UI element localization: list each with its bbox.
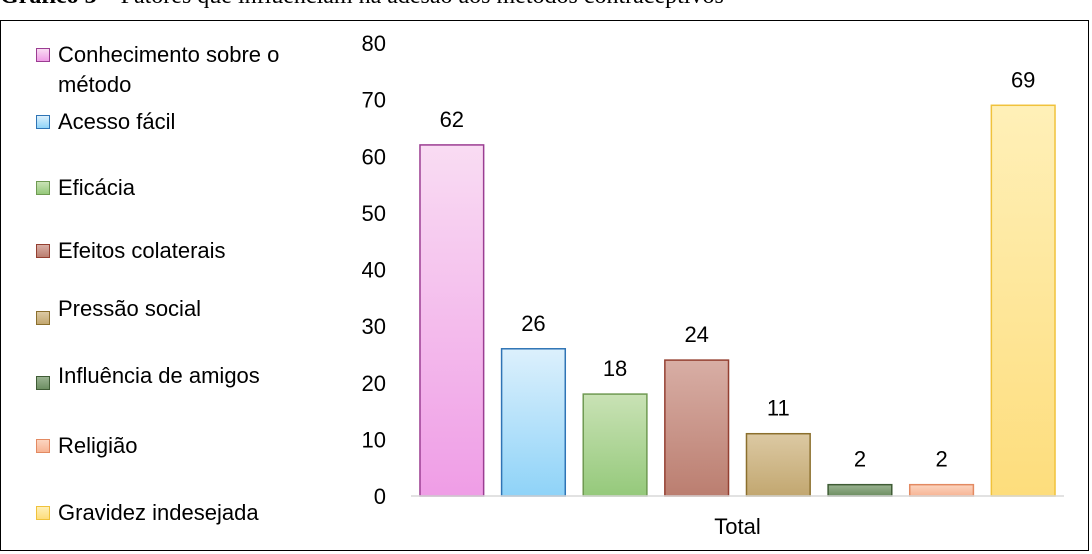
data-label: 69	[1011, 67, 1035, 92]
bars	[419, 104, 1056, 497]
figure-label: Gráfico 3	[0, 0, 97, 9]
data-label: 11	[767, 396, 790, 421]
y-tick-label: 10	[362, 427, 386, 452]
y-tick-label: 70	[362, 88, 386, 113]
legend-swatch	[36, 244, 50, 258]
chart-frame	[0, 20, 1089, 551]
category-label: Total	[714, 514, 760, 539]
legend-label: Pressão social	[58, 296, 202, 321]
data-label: 26	[521, 311, 545, 336]
legend-swatch	[36, 439, 50, 453]
y-tick-label: 60	[362, 144, 386, 169]
data-label: 2	[935, 447, 947, 472]
data-label: 62	[440, 107, 464, 132]
y-tick-label: 40	[362, 258, 386, 283]
bar	[745, 432, 811, 497]
y-axis: 0 10 20 30 40 50 60 70 80	[362, 31, 386, 509]
data-label: 18	[603, 356, 627, 381]
y-tick-label: 30	[362, 314, 386, 339]
legend-swatch	[36, 181, 50, 195]
legend-swatch	[36, 311, 50, 325]
y-tick-label: 20	[362, 371, 386, 396]
figure-caption: Gráfico 3 – Fatores que influenciam na a…	[0, 0, 724, 10]
legend-swatch	[36, 376, 50, 390]
bar	[908, 483, 975, 497]
legend-label: Religião	[58, 433, 138, 458]
y-tick-label: 0	[374, 484, 386, 509]
data-label: 2	[854, 447, 866, 472]
bar	[827, 483, 893, 497]
legend-swatch	[36, 506, 50, 520]
figure-title: – Fatores que influenciam na adesão aos …	[97, 0, 724, 9]
data-label: 24	[684, 322, 708, 347]
legend-label: Influência de amigos	[58, 363, 260, 388]
bar	[990, 104, 1056, 497]
legend-label: Acesso fácil	[58, 109, 176, 134]
bar	[582, 393, 648, 497]
bar	[500, 348, 567, 497]
legend-label: Efeitos colaterais	[58, 238, 226, 263]
legend-swatch	[36, 48, 50, 62]
bar	[419, 144, 485, 497]
legend-label: Conhecimento sobre o método	[58, 42, 280, 97]
data-labels: 62 26 18 24 11 2 2 69	[440, 67, 1036, 471]
legend-label: Gravidez indesejada	[58, 500, 259, 525]
legend-label: Eficácia	[58, 175, 136, 200]
legend-swatch	[36, 115, 50, 129]
y-tick-label: 80	[362, 31, 386, 56]
y-tick-label: 50	[362, 201, 386, 226]
bar	[664, 359, 730, 497]
